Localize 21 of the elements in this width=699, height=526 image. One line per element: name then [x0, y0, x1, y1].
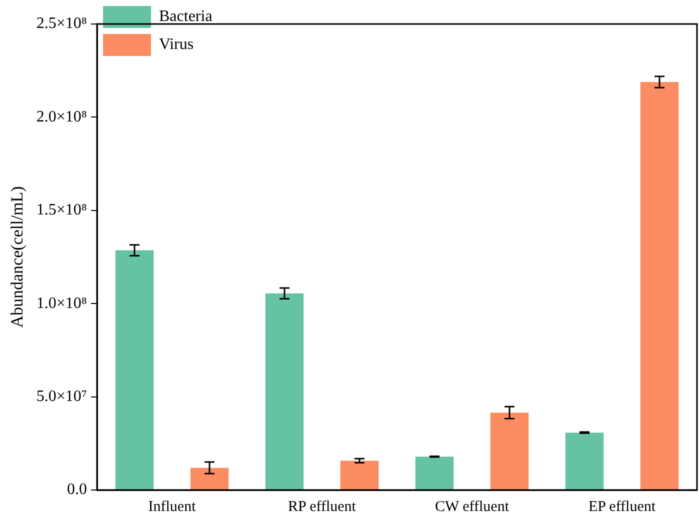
y-tick-label: 2.5×10⁸ [36, 15, 87, 32]
y-tick-label: 1.0×10⁸ [36, 294, 87, 312]
bar [115, 250, 154, 490]
bar [190, 468, 229, 490]
bar [640, 82, 679, 490]
legend-label: Bacteria [159, 8, 212, 26]
y-tick-label: 2.0×10⁸ [36, 108, 87, 126]
y-tick-label: 5.0×10⁷ [36, 388, 87, 406]
bar [265, 293, 304, 490]
bar [565, 432, 604, 490]
x-tick-label: EP effluent [588, 498, 656, 515]
x-tick-label: Influent [148, 498, 197, 515]
x-tick-label: CW effluent [434, 498, 510, 515]
legend-label: Virus [159, 36, 194, 54]
bar [340, 460, 379, 490]
y-axis-title: Abundance(cell/mL) [8, 186, 27, 328]
bar [490, 412, 529, 490]
y-tick-label: 0.0 [67, 481, 87, 498]
bar [415, 456, 454, 490]
x-tick-label: RP effluent [288, 498, 357, 515]
y-tick-label: 1.5×10⁸ [36, 202, 87, 219]
